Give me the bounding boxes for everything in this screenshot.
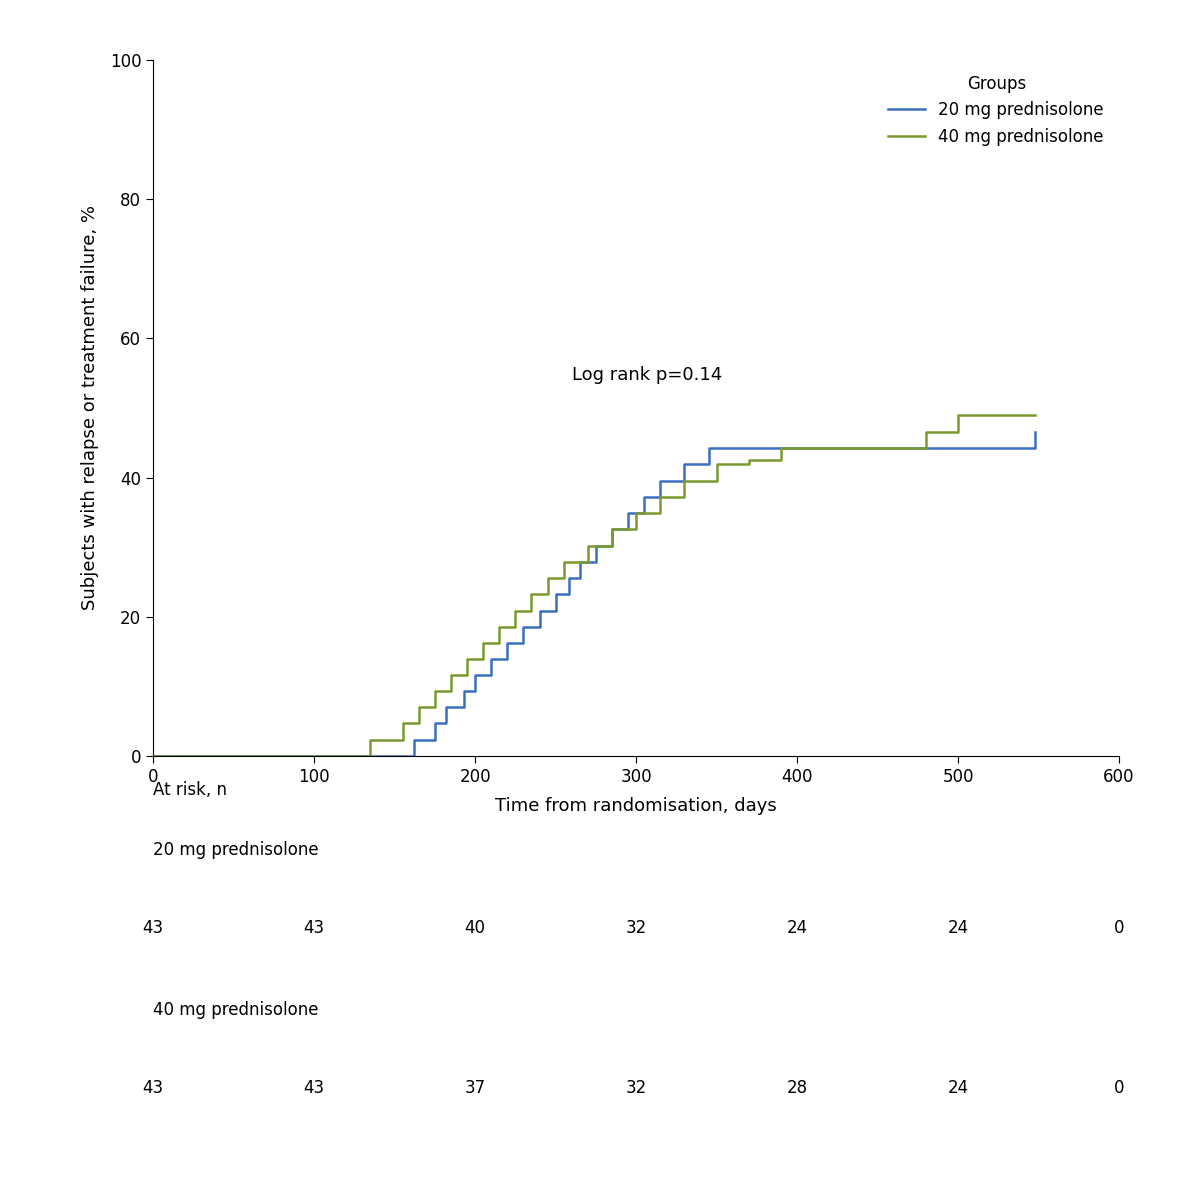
Text: 32: 32: [626, 1079, 647, 1097]
40 mg prednisolone: [428, 684, 442, 698]
Line: 40 mg prednisolone: 40 mg prednisolone: [153, 415, 1035, 756]
Text: 24: 24: [947, 1079, 968, 1097]
Text: 24: 24: [947, 919, 968, 937]
20 mg prednisolone: [562, 571, 576, 586]
40 mg prednisolone: [1028, 408, 1043, 422]
20 mg prednisolone: [677, 457, 691, 472]
20 mg prednisolone: [501, 652, 515, 666]
40 mg prednisolone: [396, 716, 410, 731]
Text: 40 mg prednisolone: 40 mg prednisolone: [153, 1001, 318, 1019]
40 mg prednisolone: [887, 442, 901, 456]
Text: 43: 43: [143, 1079, 164, 1097]
Text: 20 mg prednisolone: 20 mg prednisolone: [153, 841, 319, 859]
Text: 37: 37: [464, 1079, 485, 1097]
20 mg prednisolone: [701, 457, 715, 472]
X-axis label: Time from randomisation, days: Time from randomisation, days: [495, 797, 777, 815]
20 mg prednisolone: [1028, 425, 1043, 439]
Legend: 20 mg prednisolone, 40 mg prednisolone: 20 mg prednisolone, 40 mg prednisolone: [882, 68, 1111, 152]
Text: 24: 24: [787, 919, 808, 937]
Text: Log rank p=0.14: Log rank p=0.14: [571, 366, 722, 384]
40 mg prednisolone: [951, 408, 965, 422]
Text: 32: 32: [626, 919, 647, 937]
Text: At risk, n: At risk, n: [153, 781, 227, 799]
Line: 20 mg prednisolone: 20 mg prednisolone: [153, 432, 1035, 756]
20 mg prednisolone: [146, 749, 160, 763]
Text: 40: 40: [464, 919, 485, 937]
40 mg prednisolone: [509, 604, 523, 618]
40 mg prednisolone: [146, 749, 160, 763]
Text: 0: 0: [1114, 919, 1124, 937]
Text: 43: 43: [143, 919, 164, 937]
20 mg prednisolone: [396, 749, 410, 763]
Text: 43: 43: [304, 1079, 325, 1097]
Text: 28: 28: [787, 1079, 808, 1097]
Text: 43: 43: [304, 919, 325, 937]
40 mg prednisolone: [459, 668, 474, 683]
Y-axis label: Subjects with relapse or treatment failure, %: Subjects with relapse or treatment failu…: [80, 205, 99, 611]
20 mg prednisolone: [406, 749, 421, 763]
40 mg prednisolone: [1028, 408, 1043, 422]
Text: 0: 0: [1114, 1079, 1124, 1097]
